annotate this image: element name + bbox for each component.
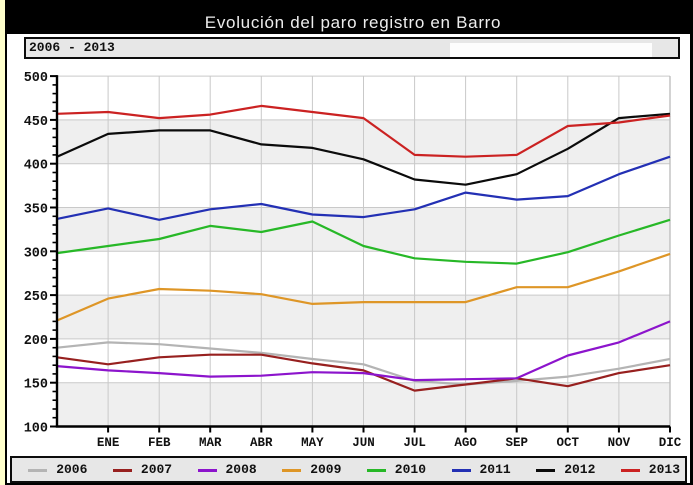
svg-text:MAY: MAY (301, 436, 324, 450)
svg-text:FEB: FEB (148, 436, 171, 450)
svg-text:JUN: JUN (352, 436, 375, 450)
svg-text:100: 100 (24, 422, 48, 437)
svg-text:NOV: NOV (608, 436, 631, 450)
svg-text:ENE: ENE (97, 436, 120, 450)
svg-text:400: 400 (24, 159, 48, 174)
svg-text:ABR: ABR (250, 436, 273, 450)
svg-text:200: 200 (24, 334, 48, 349)
svg-text:450: 450 (24, 115, 48, 130)
svg-text:150: 150 (24, 378, 48, 393)
svg-text:MAR: MAR (199, 436, 222, 450)
svg-text:OCT: OCT (557, 436, 580, 450)
svg-text:DIC: DIC (659, 436, 682, 450)
svg-text:250: 250 (24, 290, 48, 305)
svg-text:JUL: JUL (403, 436, 426, 450)
svg-text:AGO: AGO (454, 436, 477, 450)
svg-text:300: 300 (24, 246, 48, 261)
svg-text:SEP: SEP (505, 436, 528, 450)
svg-text:350: 350 (24, 203, 48, 218)
svg-text:500: 500 (24, 71, 48, 86)
